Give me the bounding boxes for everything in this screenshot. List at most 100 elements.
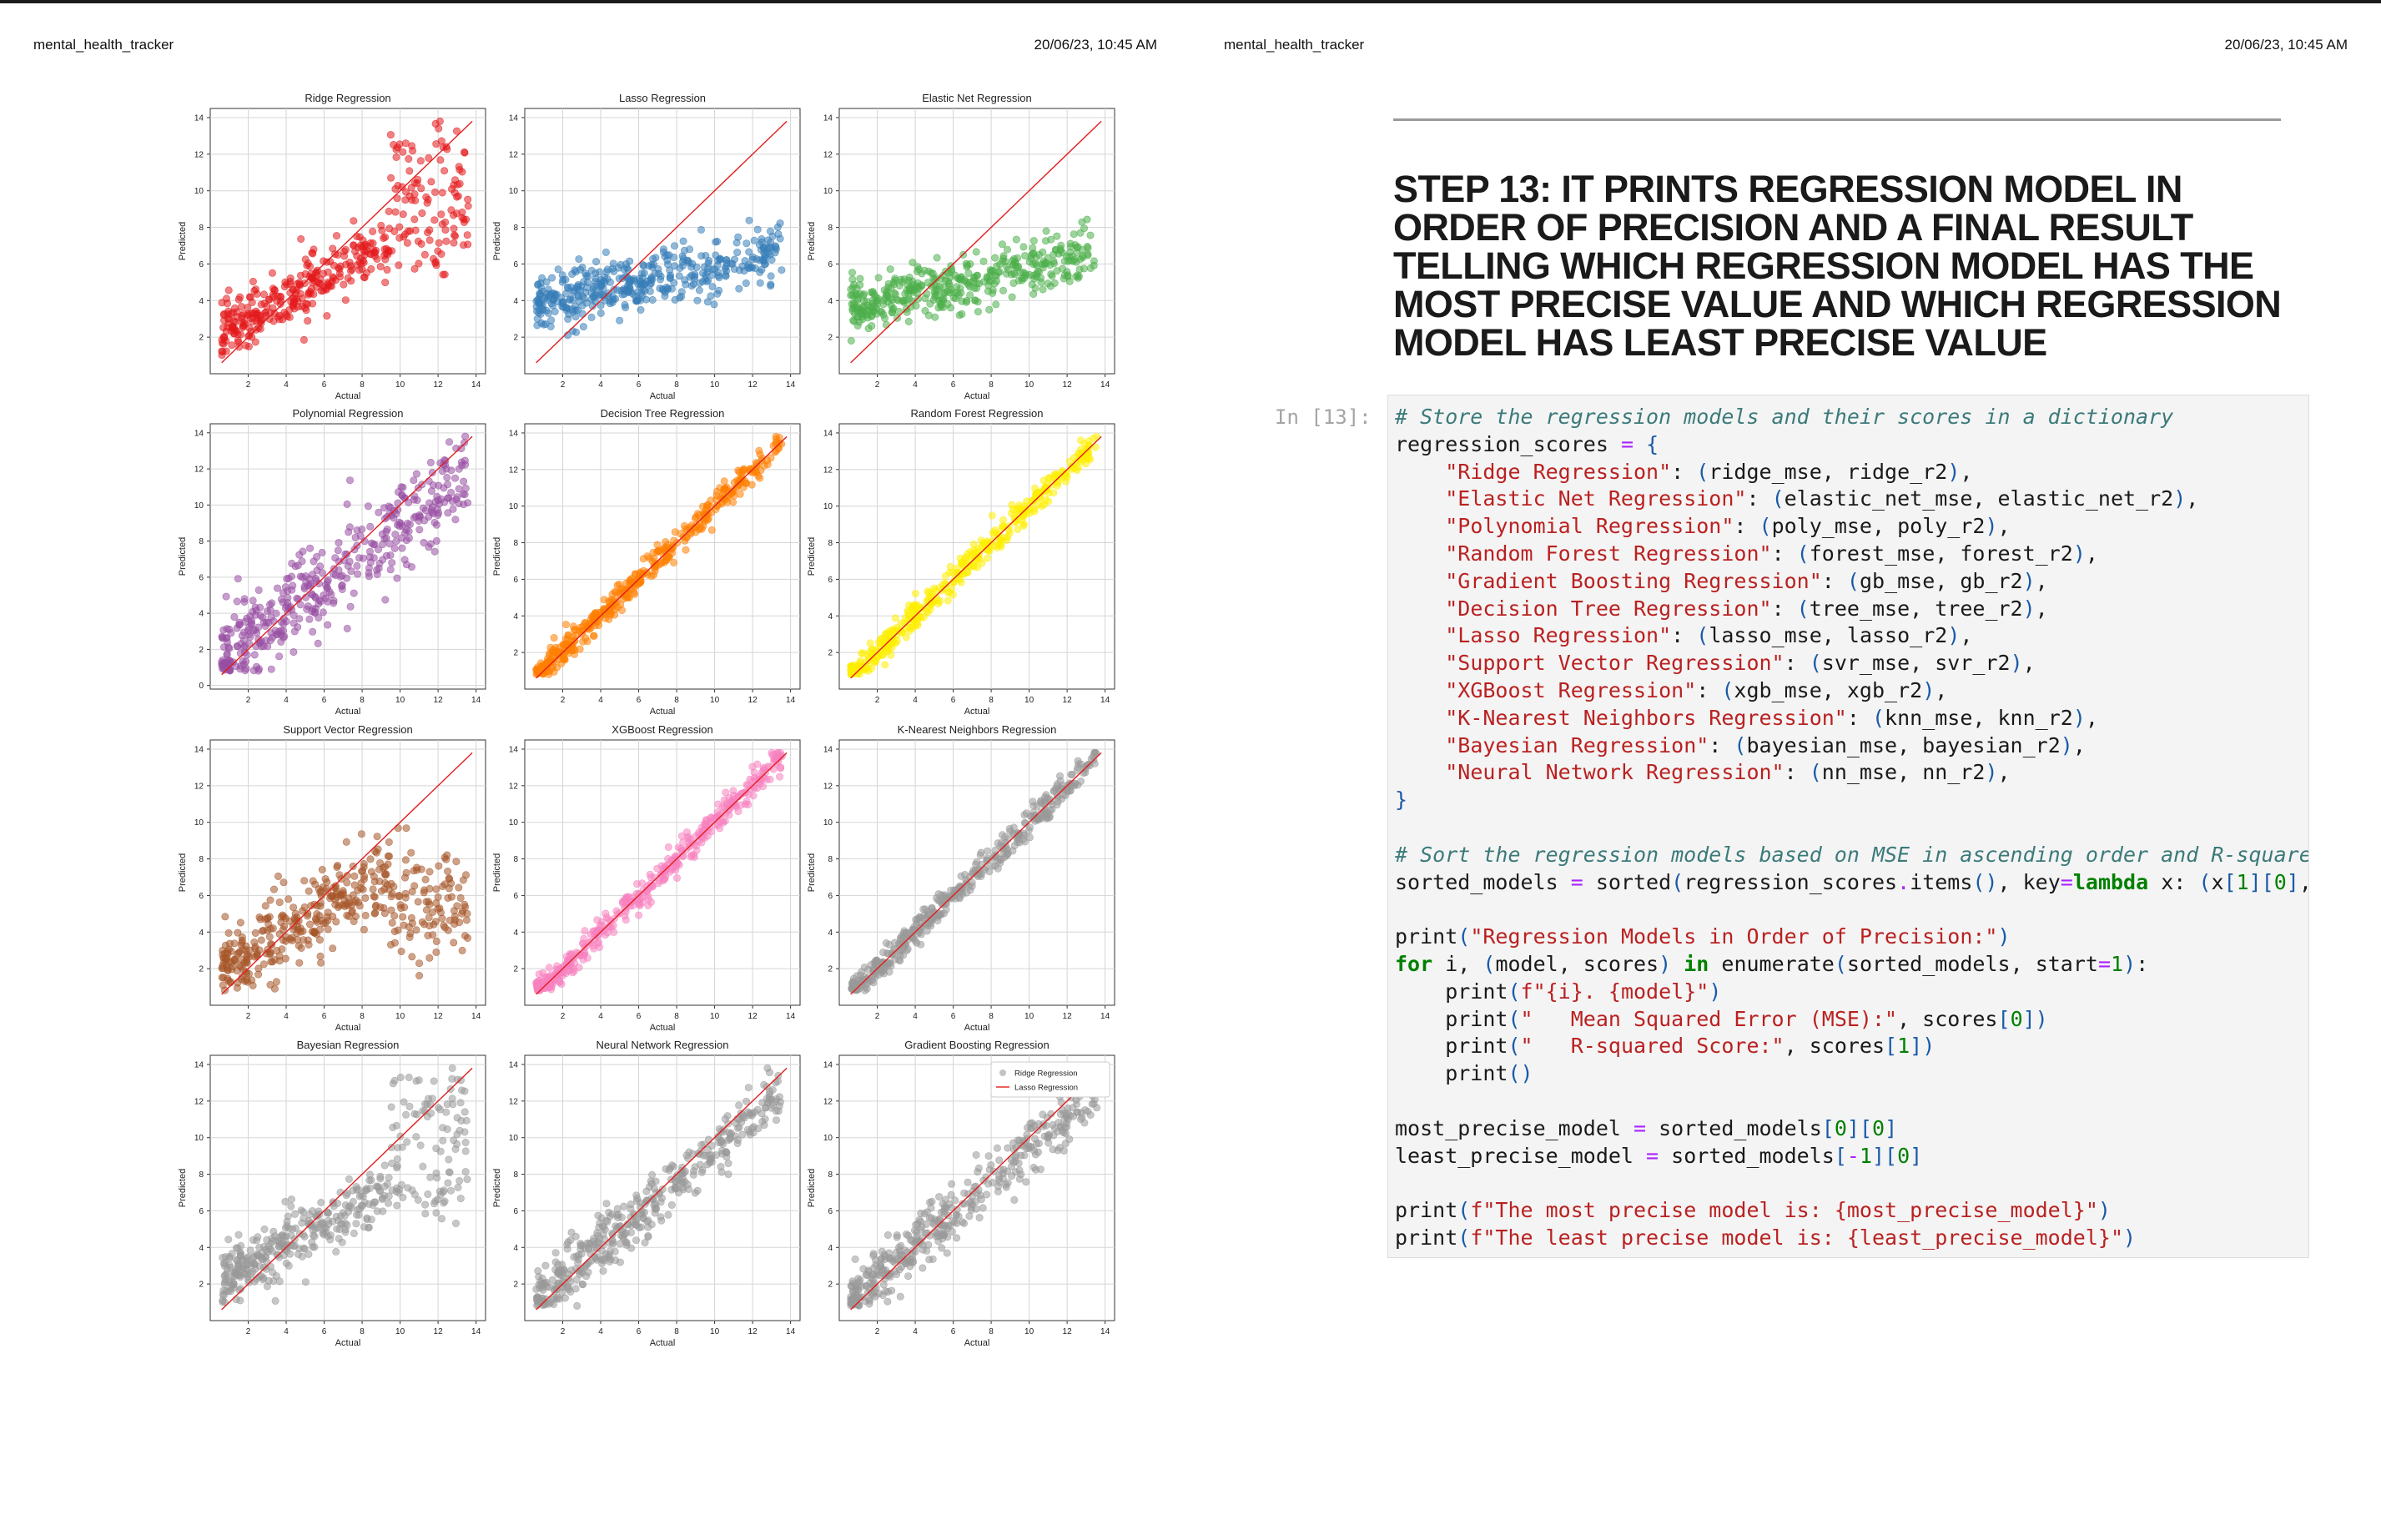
data-point bbox=[913, 939, 921, 947]
data-point bbox=[957, 273, 965, 281]
data-point bbox=[993, 529, 1001, 537]
data-point bbox=[1029, 237, 1038, 245]
data-point bbox=[882, 320, 890, 329]
data-point bbox=[740, 267, 748, 275]
data-point bbox=[553, 650, 561, 658]
data-point bbox=[432, 1145, 440, 1153]
y-tick-label: 14 bbox=[509, 745, 519, 754]
data-point bbox=[295, 959, 304, 967]
y-tick-label: 2 bbox=[513, 965, 518, 974]
data-point bbox=[1021, 838, 1029, 846]
data-point bbox=[347, 567, 355, 576]
x-tick-label: 10 bbox=[710, 380, 720, 390]
data-point bbox=[319, 608, 327, 617]
data-point bbox=[254, 970, 263, 979]
data-point bbox=[934, 285, 942, 294]
y-tick-label: 8 bbox=[513, 1170, 518, 1180]
data-point bbox=[909, 259, 917, 267]
data-point bbox=[398, 544, 406, 552]
data-point bbox=[374, 546, 382, 554]
data-point bbox=[385, 207, 393, 215]
data-point bbox=[548, 274, 556, 282]
data-point bbox=[895, 956, 904, 964]
data-point bbox=[300, 335, 308, 344]
data-point bbox=[407, 848, 415, 857]
data-point bbox=[1067, 770, 1075, 778]
data-point bbox=[710, 300, 718, 309]
data-point bbox=[462, 916, 471, 924]
data-point bbox=[541, 1261, 550, 1270]
data-point bbox=[766, 227, 774, 235]
data-point bbox=[1051, 245, 1060, 254]
data-point bbox=[432, 948, 440, 956]
data-point bbox=[340, 247, 348, 255]
data-point bbox=[622, 916, 630, 924]
data-point bbox=[414, 898, 422, 906]
x-tick-label: 12 bbox=[434, 1327, 444, 1336]
data-point bbox=[684, 833, 692, 841]
x-tick-label: 10 bbox=[395, 1012, 405, 1021]
data-point bbox=[646, 287, 654, 295]
data-point bbox=[611, 596, 619, 604]
data-point bbox=[378, 226, 386, 234]
data-point bbox=[310, 929, 318, 937]
y-tick-label: 2 bbox=[199, 965, 204, 974]
data-point bbox=[234, 979, 242, 987]
data-point bbox=[245, 953, 254, 961]
data-point bbox=[452, 127, 461, 135]
data-point bbox=[583, 637, 591, 646]
data-point bbox=[347, 277, 355, 285]
data-point bbox=[923, 289, 931, 298]
data-point bbox=[974, 308, 982, 316]
data-point bbox=[729, 787, 737, 795]
chart-title: K-Nearest Neighbors Regression bbox=[898, 723, 1057, 736]
y-axis-label: Predicted bbox=[492, 853, 502, 892]
data-point bbox=[724, 1170, 732, 1179]
data-point bbox=[1062, 477, 1070, 486]
data-point bbox=[407, 913, 415, 922]
y-tick-label: 14 bbox=[509, 1060, 519, 1069]
data-point bbox=[399, 1193, 407, 1201]
data-point bbox=[681, 276, 689, 284]
data-point bbox=[343, 878, 351, 887]
data-point bbox=[534, 280, 542, 289]
data-point bbox=[658, 284, 667, 293]
data-point bbox=[939, 294, 948, 303]
data-point bbox=[241, 667, 249, 675]
data-point bbox=[333, 863, 341, 871]
data-point bbox=[1047, 235, 1055, 244]
x-tick-label: 4 bbox=[284, 1327, 289, 1336]
y-tick-label: 14 bbox=[509, 113, 519, 123]
data-point bbox=[592, 258, 601, 266]
data-point bbox=[410, 867, 418, 875]
y-tick-label: 10 bbox=[823, 187, 833, 196]
data-point bbox=[341, 296, 350, 304]
y-tick-label: 14 bbox=[194, 1060, 204, 1069]
y-tick-label: 2 bbox=[513, 1281, 518, 1290]
x-tick-label: 2 bbox=[246, 1327, 251, 1336]
y-tick-label: 12 bbox=[194, 1097, 204, 1106]
data-point bbox=[1022, 509, 1030, 517]
data-point bbox=[340, 280, 348, 289]
data-point bbox=[350, 241, 358, 249]
x-axis-label: Actual bbox=[335, 391, 361, 401]
x-tick-label: 12 bbox=[748, 1012, 758, 1021]
data-point bbox=[999, 849, 1008, 858]
data-point bbox=[670, 242, 678, 250]
data-point bbox=[578, 1281, 586, 1289]
data-point bbox=[461, 1139, 470, 1147]
y-tick-label: 6 bbox=[513, 1207, 518, 1216]
data-point bbox=[405, 1102, 414, 1110]
data-point bbox=[639, 555, 647, 563]
y-tick-label: 10 bbox=[509, 1134, 519, 1143]
data-point bbox=[1070, 230, 1078, 239]
data-point bbox=[324, 576, 332, 584]
data-point bbox=[244, 1261, 252, 1269]
data-point bbox=[350, 589, 358, 597]
data-point bbox=[389, 1123, 397, 1131]
y-tick-label: 12 bbox=[194, 782, 204, 791]
data-point bbox=[353, 252, 361, 260]
data-point bbox=[666, 274, 674, 282]
y-tick-label: 4 bbox=[828, 612, 833, 622]
data-point bbox=[274, 313, 282, 321]
